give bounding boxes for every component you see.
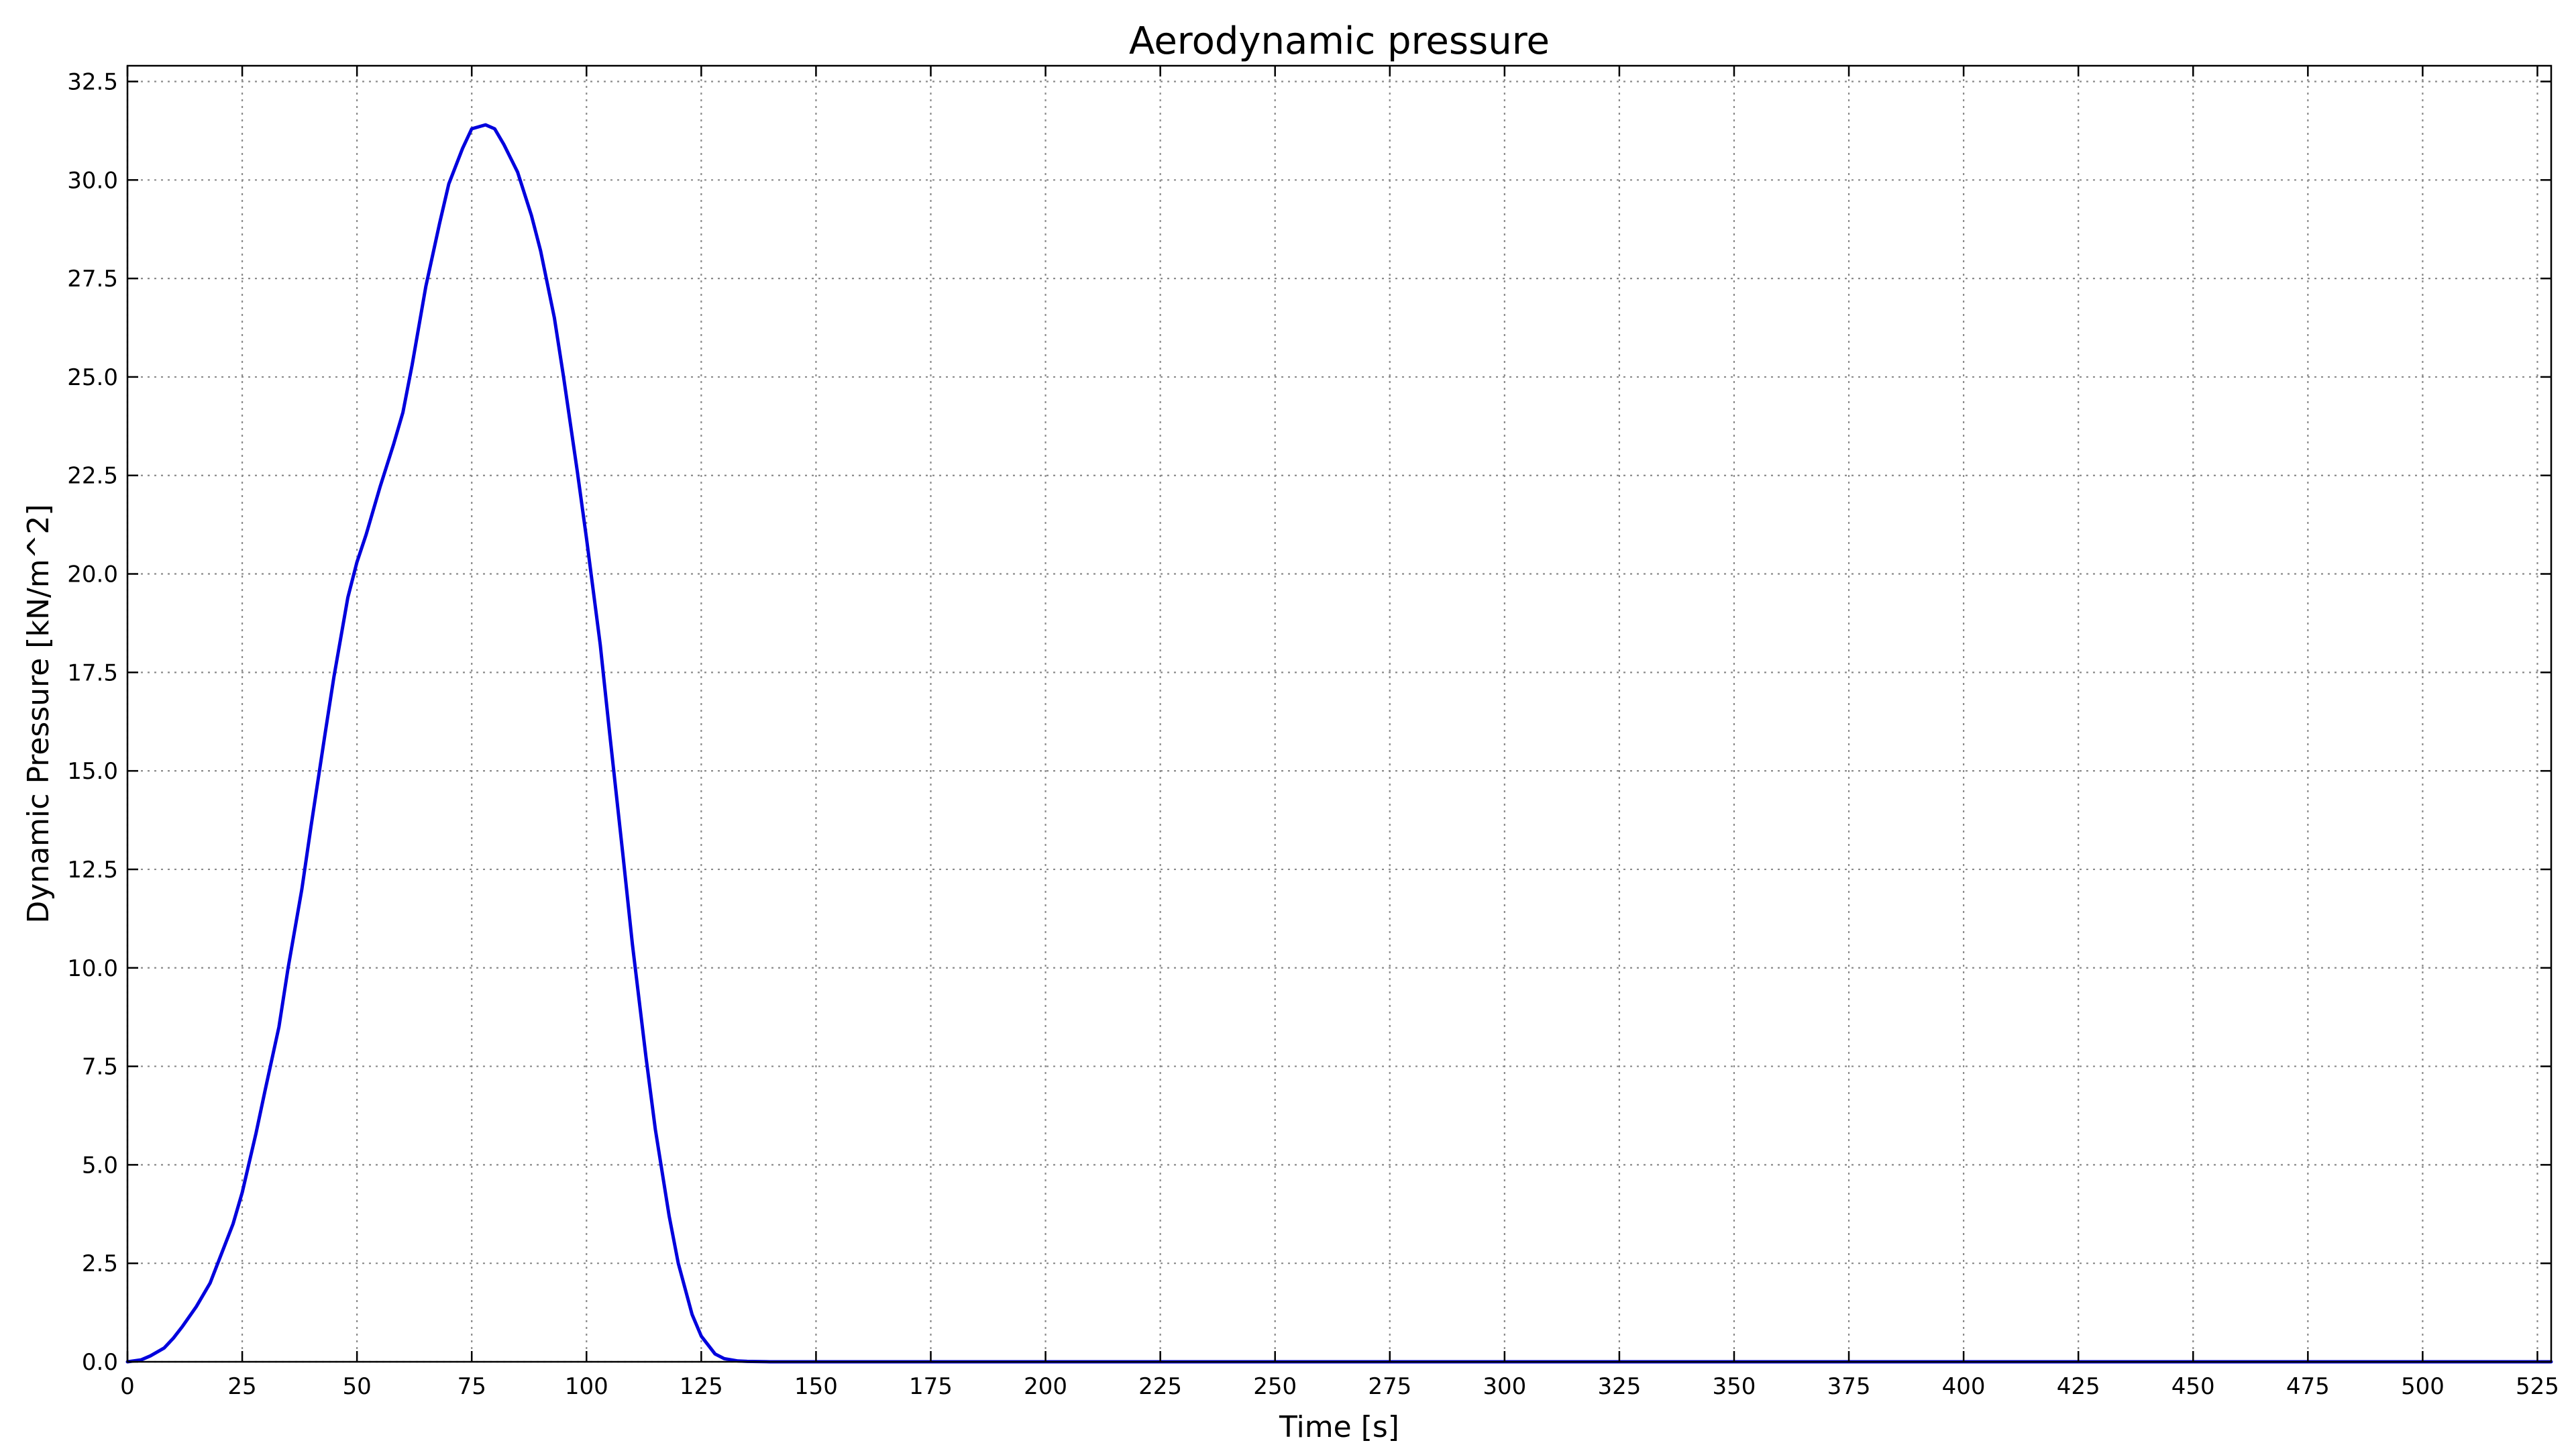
y-tick-label: 27.5	[67, 266, 118, 292]
y-tick-label: 12.5	[67, 857, 118, 883]
x-tick-label: 0	[120, 1373, 135, 1400]
y-tick-label: 15.0	[67, 758, 118, 785]
x-axis-label: Time [s]	[1279, 1410, 1399, 1444]
ticks: 0 25 50 75 100 125 150 175 200 225 250 275 300 325 350…	[67, 66, 2559, 1400]
y-tick-label: 32.5	[67, 68, 118, 95]
y-tick-label: 0.0	[82, 1349, 118, 1376]
x-tick-label: 425	[2057, 1373, 2100, 1400]
plot-frame	[126, 64, 2553, 1363]
x-tick-label: 25	[227, 1373, 256, 1400]
x-tick-label: 275	[1368, 1373, 1411, 1400]
grid	[126, 66, 2551, 1363]
y-tick-label: 30.0	[67, 167, 118, 194]
x-tick-label: 100	[565, 1373, 608, 1400]
x-tick-label: 400	[1942, 1373, 1986, 1400]
y-tick-label: 25.0	[67, 364, 118, 391]
x-tick-label: 175	[909, 1373, 953, 1400]
y-tick-label: 5.0	[82, 1152, 118, 1179]
x-tick-label: 325	[1597, 1373, 1641, 1400]
x-tick-label: 300	[1483, 1373, 1526, 1400]
x-tick-label: 500	[2401, 1373, 2445, 1400]
x-tick-label: 225	[1138, 1373, 1182, 1400]
chart-title: Aerodynamic pressure	[1129, 19, 1550, 63]
y-tick-label: 22.5	[67, 463, 118, 490]
y-tick-label: 7.5	[82, 1054, 118, 1081]
y-tick-label: 20.0	[67, 561, 118, 588]
x-tick-label: 75	[458, 1373, 486, 1400]
y-axis-label: Dynamic Pressure [kN/m^2]	[21, 504, 56, 923]
x-tick-label: 250	[1253, 1373, 1297, 1400]
y-tick-label: 17.5	[67, 659, 118, 686]
x-tick-label: 475	[2286, 1373, 2330, 1400]
x-tick-label: 375	[1827, 1373, 1871, 1400]
y-tick-label: 2.5	[82, 1250, 118, 1277]
x-tick-label: 125	[680, 1373, 723, 1400]
y-tick-label: 10.0	[67, 955, 118, 982]
x-tick-label: 150	[794, 1373, 838, 1400]
x-tick-label: 350	[1713, 1373, 1756, 1400]
x-tick-label: 50	[343, 1373, 372, 1400]
x-tick-label: 200	[1024, 1373, 1067, 1400]
x-tick-label: 525	[2516, 1373, 2559, 1400]
x-tick-label: 450	[2171, 1373, 2215, 1400]
